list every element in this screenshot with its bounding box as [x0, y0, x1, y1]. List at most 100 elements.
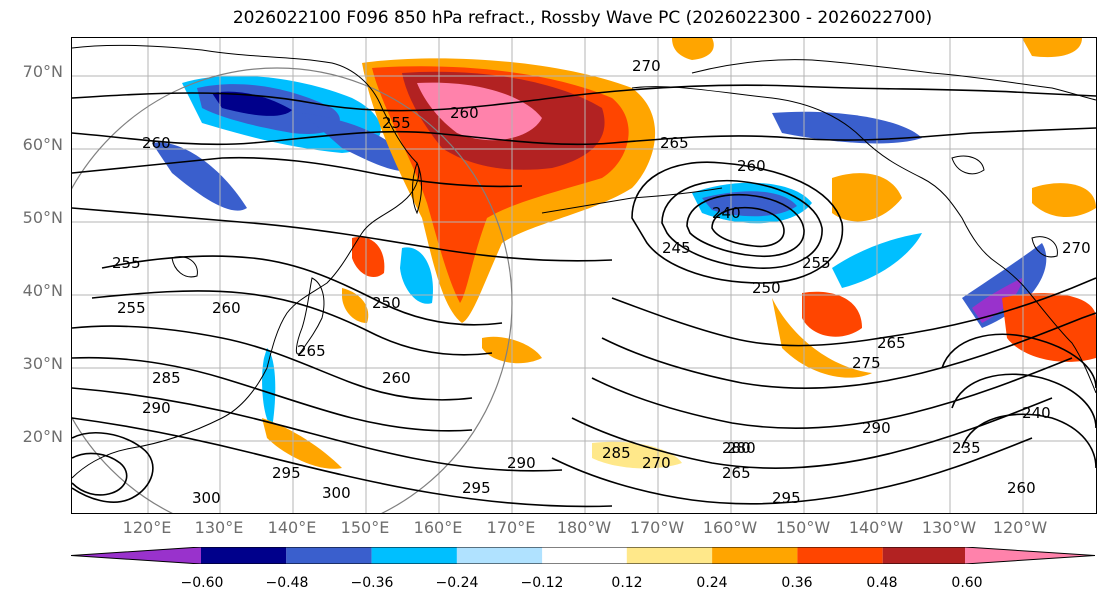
- map-panel: 270 260 255 265 260 240 245 250 255 260 …: [71, 37, 1097, 514]
- anomaly-positive-region: [1032, 183, 1096, 218]
- lon-label-140e: 140°E: [267, 518, 317, 537]
- coastline-north-america: [1026, 289, 1096, 394]
- contour-label: 260: [737, 157, 766, 175]
- anomaly-negative-region: [702, 191, 797, 217]
- contour-label: 255: [117, 299, 146, 317]
- contour-label: 240: [1022, 404, 1051, 422]
- contour-label: 275: [852, 354, 881, 372]
- contour-line: [72, 417, 613, 508]
- anomaly-negative-region: [152, 142, 247, 211]
- contour-line: [72, 156, 523, 188]
- lat-label-70n: 70°N: [22, 62, 63, 81]
- map-title: 2026022100 F096 850 hPa refract., Rossby…: [232, 8, 933, 28]
- contour-line: [961, 413, 1096, 469]
- anomaly-positive-region: [1022, 38, 1082, 58]
- contour-line: [101, 255, 503, 326]
- contour-label: 265: [660, 134, 689, 152]
- lon-label-150e: 150°E: [340, 518, 390, 537]
- anomaly-negative-region: [400, 247, 433, 304]
- contour-label: 300: [322, 484, 351, 502]
- contour-label: 260: [1007, 479, 1036, 497]
- lon-label-120w: 120°W: [992, 518, 1048, 537]
- contour-line: [72, 356, 473, 432]
- anomaly-negative-region: [972, 278, 1022, 323]
- contour-label: 295: [272, 464, 301, 482]
- colorbar-segment: [882, 547, 965, 564]
- lon-label-170w: 170°W: [629, 518, 685, 537]
- lon-label-160e: 160°E: [413, 518, 463, 537]
- coastline-japan: [295, 277, 325, 355]
- lat-label-20n: 20°N: [22, 427, 63, 446]
- anomaly-negative-region: [772, 111, 922, 144]
- contour-label: 260: [382, 369, 411, 387]
- anomaly-positive-region: [1002, 293, 1096, 362]
- lon-label-130w: 130°W: [921, 518, 977, 537]
- contour-label: 260: [450, 104, 479, 122]
- contour-line: [72, 127, 1096, 146]
- contour-label: 270: [642, 454, 671, 472]
- anomaly-positive-region: [417, 82, 542, 141]
- contour-label: 260: [142, 134, 171, 152]
- contour-line: [686, 193, 805, 258]
- contour-line: [941, 333, 1096, 389]
- colorbar-segment: [542, 547, 627, 564]
- colorbar-tick-label: −0.24: [435, 575, 479, 591]
- colorbar-tick-label: −0.36: [350, 575, 394, 591]
- coastline-island: [951, 155, 985, 175]
- contour-line: [711, 206, 785, 248]
- anomaly-negative-region: [302, 113, 417, 172]
- contour-line: [551, 437, 1033, 505]
- contour-label: 265: [877, 334, 906, 352]
- colorbar: [71, 547, 1095, 564]
- anomaly-positive-region: [592, 441, 682, 469]
- contour-label: 285: [602, 444, 631, 462]
- contour-line: [601, 312, 1096, 390]
- contour-label: 245: [662, 239, 691, 257]
- contour-label: 250: [752, 279, 781, 297]
- anomaly-positive-region: [352, 237, 385, 278]
- colorbar-tick-label: −0.60: [180, 575, 224, 591]
- colorbar-segment: [797, 547, 883, 564]
- contour-label: 270: [1062, 239, 1091, 257]
- shaded-anomaly-fields: [152, 38, 1096, 469]
- coastline-aleutians: [541, 187, 723, 214]
- contour-label: 255: [802, 254, 831, 272]
- contour-line: [951, 373, 1096, 429]
- lon-label-170e: 170°E: [486, 518, 536, 537]
- coastlines: [72, 44, 1096, 479]
- contour-label: 280: [722, 439, 751, 457]
- colorbar-segment: [456, 547, 543, 564]
- colorbar-segment: [71, 547, 201, 564]
- contour-label: 290: [142, 399, 171, 417]
- colorbar-segment: [371, 547, 457, 564]
- contour-label: 285: [152, 369, 181, 387]
- colorbar-tick-label: −0.12: [520, 575, 564, 591]
- lon-label-160w: 160°W: [702, 518, 758, 537]
- reference-circle: [72, 67, 513, 513]
- contour-label: 270: [632, 57, 661, 75]
- contour-label: 300: [192, 489, 221, 507]
- contour-line: [72, 387, 563, 472]
- contour-line: [72, 452, 128, 496]
- colorbar-tick-label: 0.60: [951, 575, 983, 591]
- contour-label: 250: [372, 294, 401, 312]
- refractivity-contours: [72, 84, 1096, 508]
- colorbar-tick-label: 0.12: [611, 575, 643, 591]
- lon-label-140w: 140°W: [848, 518, 904, 537]
- coastline-alaska: [631, 86, 1028, 291]
- anomaly-positive-region: [802, 291, 862, 337]
- colorbar-segment: [201, 547, 287, 564]
- contour-line: [631, 161, 844, 284]
- anomaly-positive-region: [832, 173, 902, 222]
- contour-label: 255: [382, 114, 411, 132]
- anomaly-negative-region: [212, 91, 292, 116]
- contour-line: [91, 290, 493, 356]
- coastline-island: [1031, 236, 1058, 258]
- contour-label: 295: [462, 479, 491, 497]
- colorbar-segment: [626, 547, 713, 564]
- contour-line: [72, 432, 154, 503]
- lat-label-50n: 50°N: [22, 208, 63, 227]
- colorbar-segment: [965, 547, 1095, 564]
- colorbar-tick-label: 0.24: [696, 575, 728, 591]
- contour-label: 290: [507, 454, 536, 472]
